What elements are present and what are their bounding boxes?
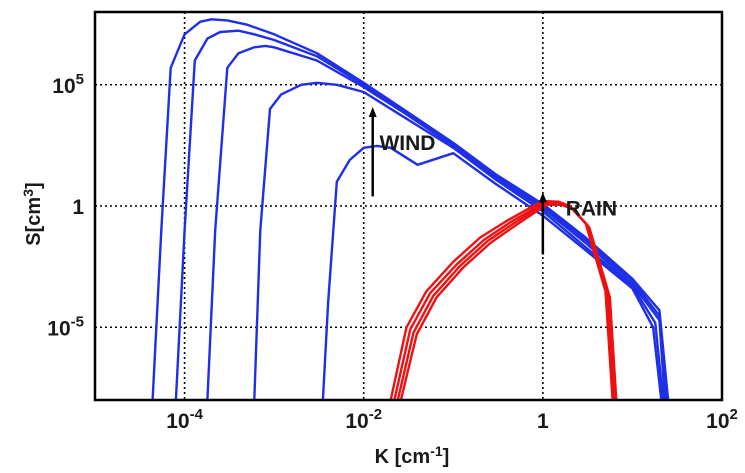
plot-frame <box>93 10 724 402</box>
x-axis-ticks: 10-4 10-2 1 102 <box>166 406 738 433</box>
annotation-label-1: RAIN <box>566 198 617 221</box>
wind-curve-4 <box>253 81 665 400</box>
x-tick-label-2: 1 <box>537 410 549 433</box>
annotation-label-0: WIND <box>379 132 435 155</box>
annotation-arrowhead-0 <box>368 107 377 117</box>
x-tick-label-0: 10-4 <box>166 406 203 433</box>
x-axis-title: K [cm-1] <box>375 443 450 468</box>
y-axis-ticks: 105 1 10-5 <box>47 71 84 341</box>
y-tick-label-1: 1 <box>72 196 84 219</box>
rain-curve-9 <box>399 203 618 400</box>
annotation-arrowhead-1 <box>538 192 547 203</box>
wind-curve-3 <box>206 44 666 400</box>
wind-curve-5 <box>321 144 663 400</box>
wind-curve-1 <box>151 18 670 400</box>
x-tick-label-1: 10-2 <box>345 406 382 433</box>
series-layer <box>151 18 670 400</box>
y-tick-label-2: 10-5 <box>47 313 84 340</box>
y-tick-label-0: 105 <box>52 71 84 98</box>
annotations: WIND RAIN <box>368 107 617 255</box>
x-tick-label-3: 102 <box>706 406 738 433</box>
y-axis-title: S[cm3] <box>20 182 45 245</box>
